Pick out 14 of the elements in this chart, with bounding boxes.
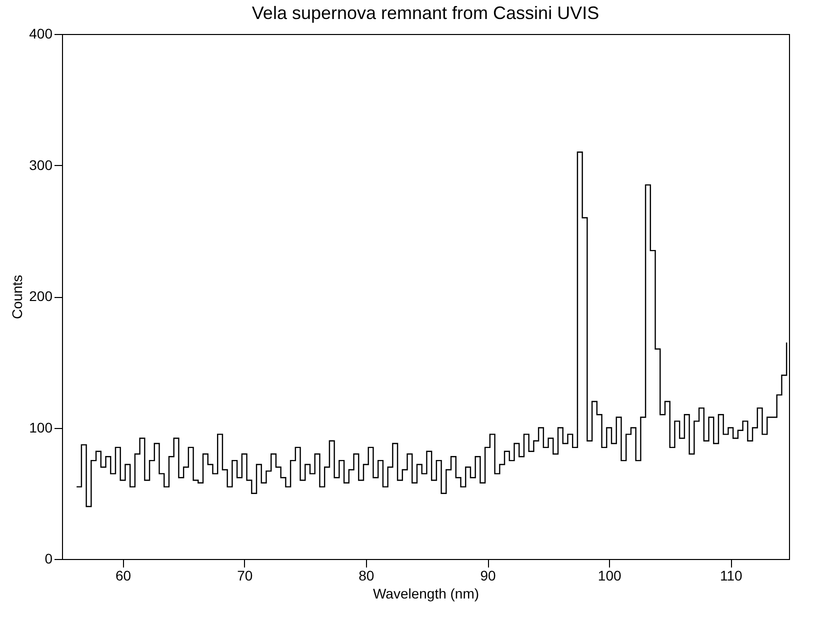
x-tick-label: 70 bbox=[237, 568, 253, 584]
x-tick-label: 100 bbox=[598, 568, 622, 584]
x-tick-label: 110 bbox=[720, 568, 743, 584]
y-tick-label: 300 bbox=[29, 156, 53, 173]
x-tick-label: 60 bbox=[115, 568, 132, 584]
chart-title: Vela supernova remnant from Cassini UVIS bbox=[252, 3, 600, 23]
y-tick-label: 400 bbox=[29, 26, 53, 42]
x-tick-label: 80 bbox=[358, 568, 374, 584]
x-axis-title: Wavelength (nm) bbox=[372, 586, 480, 602]
y-tick-label: 200 bbox=[29, 288, 53, 304]
x-tick-label: 90 bbox=[480, 568, 496, 584]
y-tick-label: 0 bbox=[44, 550, 53, 566]
y-axis-title: Counts bbox=[9, 274, 26, 320]
y-tick-label: 100 bbox=[29, 419, 53, 436]
